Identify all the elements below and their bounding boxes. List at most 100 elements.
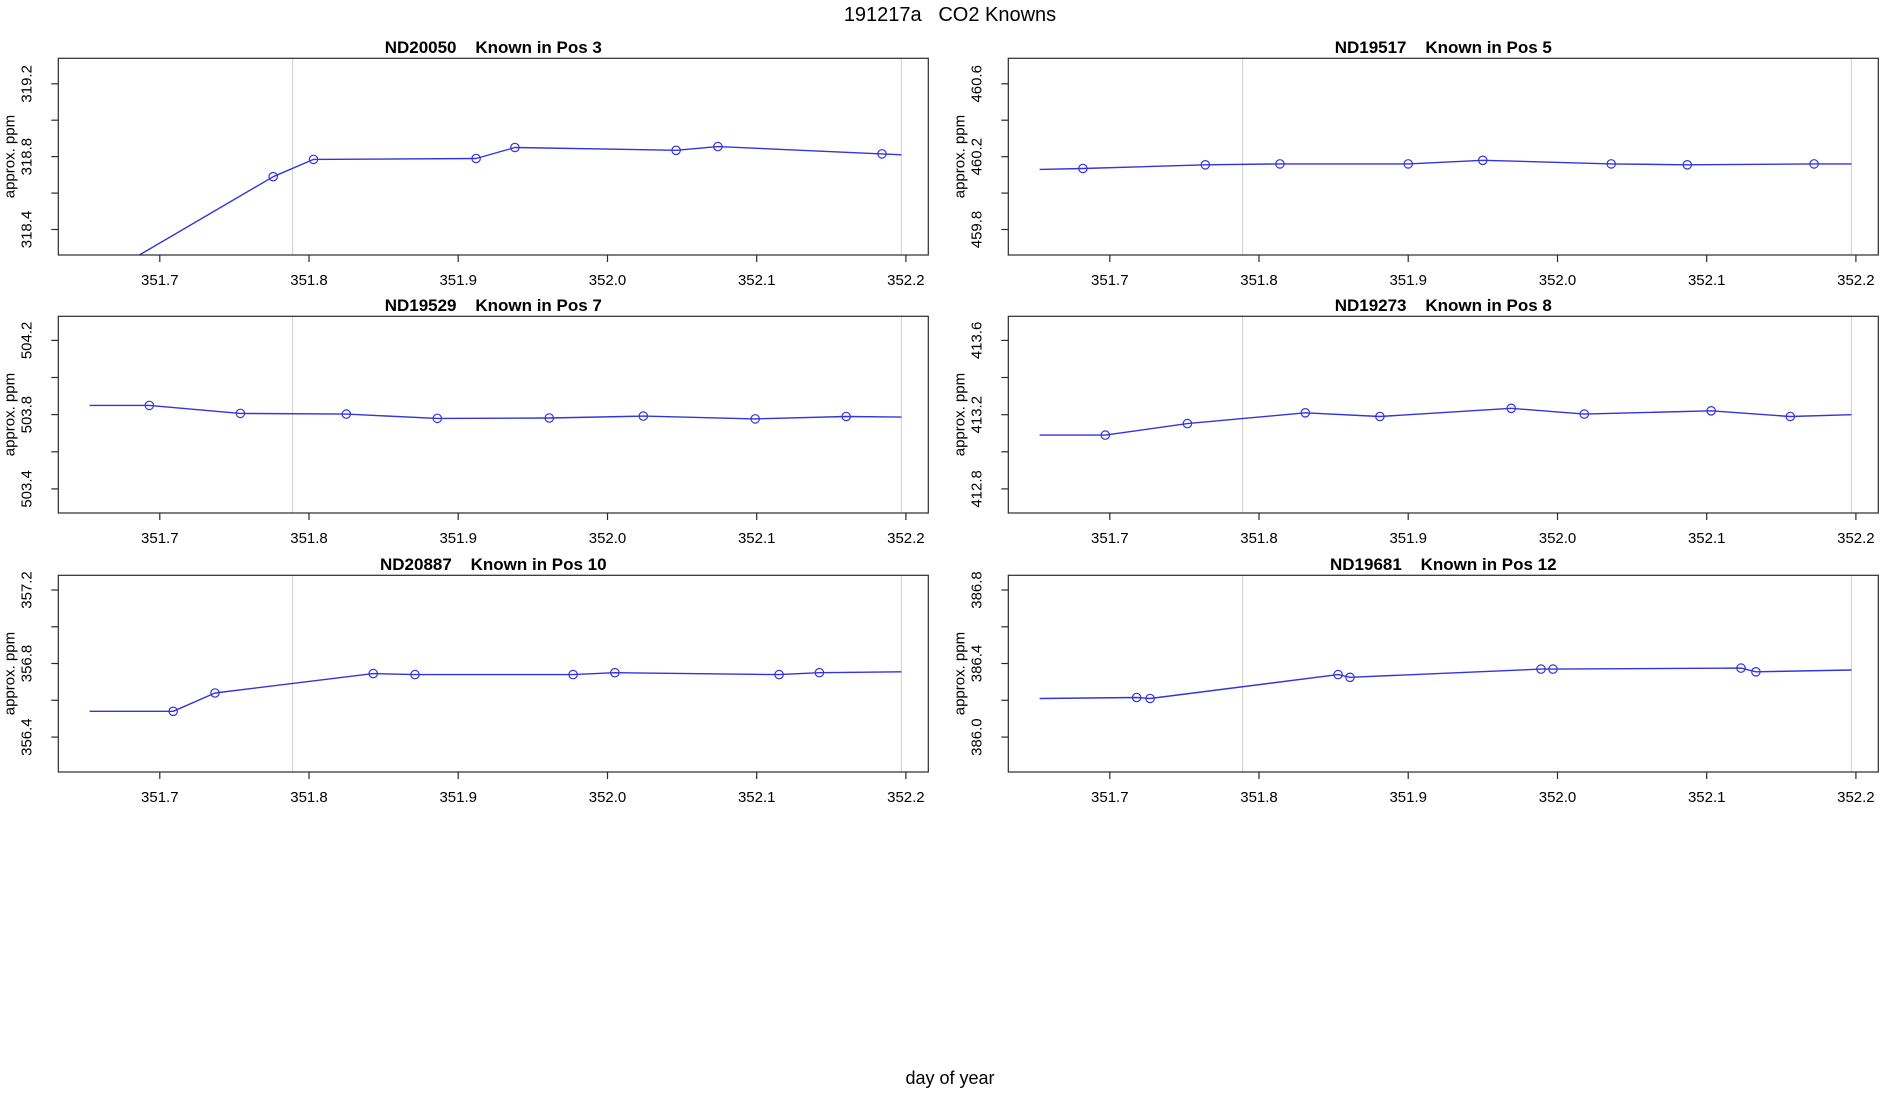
data-point [432,413,443,424]
panel-title: ND20050 Known in Pos 3 [385,38,602,57]
data-point [1300,408,1311,418]
series-line [89,670,902,712]
panel-title: ND19681 Known in Pos 12 [1330,555,1557,574]
data-point [1200,159,1211,170]
y-tick-label: 318.8 [19,138,36,176]
x-tick-label: 351.8 [290,272,328,289]
x-tick-label: 352.1 [738,272,776,289]
panel-ND20887: 351.7 351.8 351.9 352.0 352.1 352.2 356.4 356.8… [2,555,929,806]
data-point [1506,403,1516,414]
x-tick-label: 351.8 [1240,272,1278,289]
y-axis: 459.8 460.2 460.6 [969,65,1009,248]
data-point [341,409,352,420]
data-point [308,154,319,165]
y-tick-label: 386.0 [969,718,986,755]
data-point [1345,672,1355,682]
x-tick-label: 351.7 [141,272,179,289]
x-axis: 351.7 351.8 351.9 352.0 352.1 352.2 [141,771,925,806]
data-point [814,667,825,678]
data-point [1100,430,1111,441]
data-point [774,669,784,679]
panel-title: ND19273 Known in Pos 8 [1335,296,1552,315]
x-tick-label: 351.9 [1389,530,1427,547]
data-point [568,669,578,679]
x-tick-label: 352.2 [887,789,924,806]
plot-area [1039,58,1852,255]
y-axis-label: approx. ppm [2,115,19,198]
y-tick-label: 318.4 [19,211,36,248]
y-tick-label: 460.2 [969,138,986,175]
y-axis-label: approx. ppm [952,373,969,456]
plot-area [1039,574,1852,772]
data-point [1375,411,1385,422]
data-points [268,141,887,182]
data-point [877,149,887,159]
data-point [544,413,555,424]
x-tick-label: 352.1 [1688,789,1726,806]
y-axis-label: approx. ppm [2,632,19,715]
plot-box [1007,57,1879,256]
series-line [137,145,902,255]
panel-ND19681: 351.7 351.8 351.9 352.0 352.1 352.2 386.0 386.4… [952,555,1879,806]
data-point [1403,159,1414,169]
y-axis-label: approx. ppm [2,373,19,456]
data-point [268,171,279,182]
panel-title: ND19529 Known in Pos 7 [385,296,602,315]
y-axis-label: approx. ppm [952,115,969,198]
y-tick-label: 413.2 [969,396,986,433]
figure-title: 191217a CO2 Knowns [843,4,1057,26]
data-point [1736,662,1746,673]
x-axis: 351.7 351.8 351.9 352.0 352.1 352.2 [141,254,925,289]
x-tick-label: 351.9 [1389,789,1427,806]
y-axis: 386.0 386.4 386.8 [969,571,1009,755]
data-point [144,400,155,411]
panel-ND19273: 351.7 351.8 351.9 352.0 352.1 352.2 412.8 413.2… [952,296,1879,547]
x-tick-label: 352.2 [1837,789,1875,806]
data-point [168,706,179,716]
x-tick-label: 352.1 [1688,530,1726,547]
x-tick-label: 352.0 [1539,789,1576,806]
x-tick-label: 351.9 [439,789,477,806]
x-tick-label: 351.7 [141,530,179,547]
y-tick-label: 386.4 [969,644,986,682]
plot-box [1007,574,1879,773]
x-tick-label: 351.7 [1091,272,1129,289]
y-tick-label: 356.4 [19,718,36,755]
x-tick-label: 351.8 [1240,530,1278,547]
data-point [1078,163,1088,174]
y-axis: 503.4 503.8 504.2 [19,322,59,508]
y-axis: 318.4 318.8 319.2 [19,65,59,248]
data-point [1785,411,1796,422]
data-point [1606,159,1616,169]
data-point [1809,159,1819,169]
x-tick-label: 352.0 [1539,272,1576,289]
y-tick-label: 386.8 [969,571,986,609]
data-point [713,141,723,152]
x-tick-label: 351.8 [290,530,328,547]
x-tick-label: 352.1 [738,789,776,806]
y-tick-label: 413.6 [969,322,986,360]
series-line [89,404,902,420]
y-axis: 356.4 356.8 357.2 [19,571,59,755]
y-axis: 412.8 413.2 413.6 [969,322,1009,508]
data-point [1145,693,1155,703]
plot-box [57,574,929,773]
data-point [210,687,220,698]
series-line [1039,666,1852,699]
x-axis: 351.7 351.8 351.9 352.0 352.1 352.2 [141,513,925,547]
data-points [1131,662,1761,703]
data-point [1536,663,1546,674]
x-tick-label: 352.0 [589,789,626,806]
x-axis-title: day of year [905,1068,995,1088]
data-point [750,414,760,424]
panel-ND20050: 351.7 351.8 351.9 352.0 352.1 352.2 318.4 318.8… [2,38,929,289]
x-tick-label: 351.9 [439,272,477,289]
panel-title: ND20887 Known in Pos 10 [380,555,607,574]
x-axis: 351.7 351.8 351.9 352.0 352.1 352.2 [1091,771,1875,806]
y-axis-label: approx. ppm [952,632,969,715]
data-point [610,667,620,678]
x-tick-label: 351.8 [1240,789,1278,806]
y-tick-label: 460.6 [969,65,986,103]
x-tick-label: 351.7 [1091,789,1129,806]
